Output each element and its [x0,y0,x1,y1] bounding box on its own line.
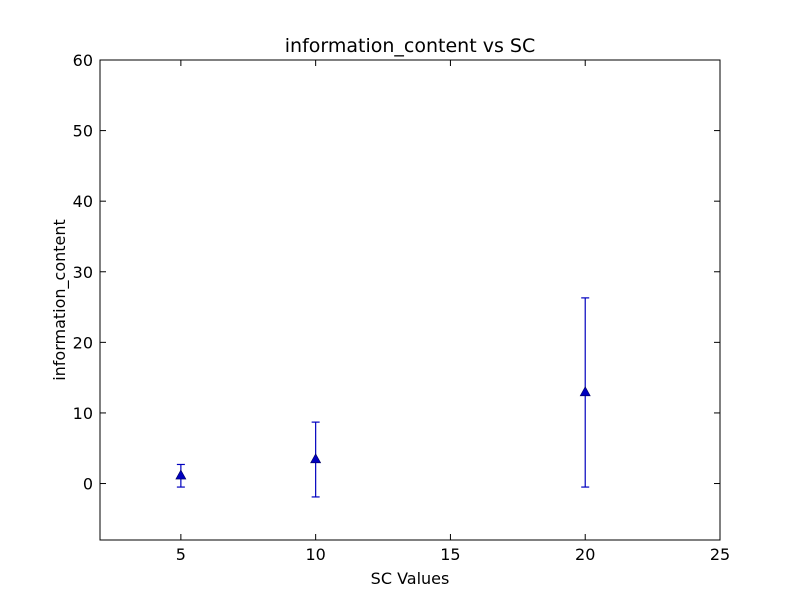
y-tick-label: 0 [83,475,93,494]
y-tick-label: 30 [73,263,93,282]
plot-area: 5 10 15 20 25 0 10 20 30 40 50 60 [73,51,731,564]
x-tick-label: 5 [176,545,186,564]
y-tick-label: 50 [73,122,93,141]
y-tick-label: 10 [73,404,93,423]
y-axis-label: information_content [50,219,70,381]
x-tick-label: 15 [440,545,460,564]
data-point-marker [579,386,591,397]
x-tick-label: 25 [710,545,730,564]
x-tick-label: 20 [575,545,595,564]
axes-frame [99,59,721,541]
x-axis-label: SC Values [371,569,450,588]
x-tick-label: 10 [305,545,325,564]
y-tick-label: 40 [73,192,93,211]
data-point-marker [310,453,322,464]
chart-title: information_content vs SC [285,35,535,57]
data-point-marker [175,469,187,480]
y-tick-label: 20 [73,333,93,352]
y-tick-label: 60 [73,51,93,70]
